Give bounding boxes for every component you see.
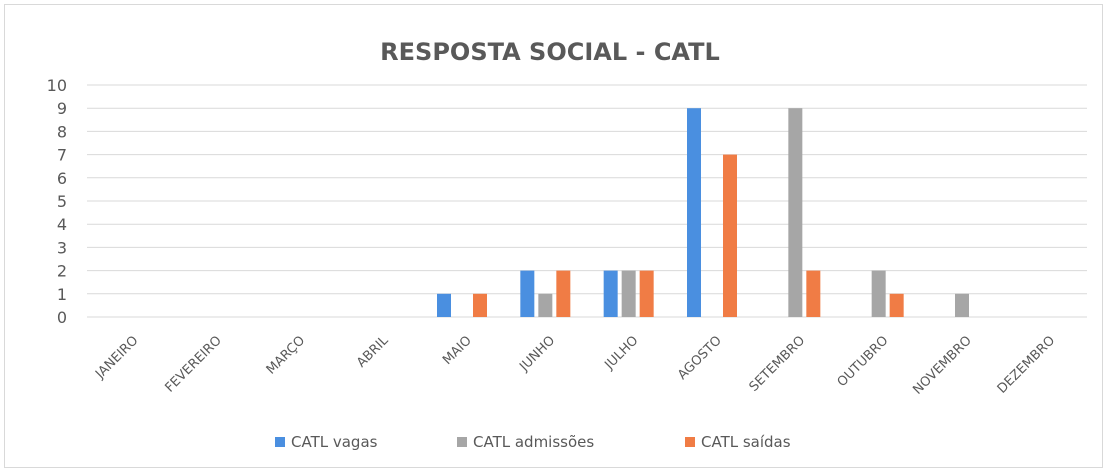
grid-layer bbox=[87, 84, 1087, 318]
legend-label: CATL vagas bbox=[291, 433, 378, 451]
legend-label: CATL saídas bbox=[701, 433, 791, 451]
x-category-label: DEZEMBRO bbox=[995, 333, 1058, 396]
bar-9-2 bbox=[889, 293, 904, 317]
x-category-label: JULHO bbox=[601, 333, 641, 373]
y-tick-label: 8 bbox=[57, 122, 67, 141]
bar-5-0 bbox=[520, 270, 535, 317]
x-category-label: MARÇO bbox=[264, 333, 308, 377]
y-tick-label: 2 bbox=[57, 262, 67, 281]
bar-8-2 bbox=[806, 270, 821, 317]
x-category-label: FEVEREIRO bbox=[162, 333, 224, 395]
y-axis-ticks: 0 1 2 3 4 5 6 7 8 9 10 bbox=[47, 76, 67, 327]
chart-svg: RESPOSTA SOCIAL - CATL 0 1 2 3 4 5 6 7 8 9 10 JANE… bbox=[47, 38, 1087, 451]
bar-6-2 bbox=[639, 270, 654, 317]
legend-swatch bbox=[275, 437, 285, 447]
bar-5-1 bbox=[538, 293, 553, 317]
x-category-label: NOVEMBRO bbox=[910, 333, 975, 398]
x-category-label: MAIO bbox=[440, 333, 475, 368]
x-category-label: JUNHO bbox=[516, 333, 558, 375]
chart-frame: RESPOSTA SOCIAL - CATL 0 1 2 3 4 5 6 7 8 9 10 JANE… bbox=[4, 4, 1103, 468]
bar-6-1 bbox=[621, 270, 636, 317]
bar-7-0 bbox=[687, 108, 701, 317]
y-tick-label: 6 bbox=[57, 169, 67, 188]
y-tick-label: 3 bbox=[57, 238, 67, 257]
bars bbox=[437, 108, 969, 317]
legend-swatch bbox=[457, 437, 467, 447]
x-axis-categories: JANEIRO FEVEREIRO MARÇO ABRIL MAIO JUNHO JULHO… bbox=[92, 333, 1058, 398]
legend-swatch bbox=[685, 437, 695, 447]
y-tick-label: 9 bbox=[57, 99, 67, 118]
legend-label: CATL admissões bbox=[473, 433, 594, 451]
chart-title: RESPOSTA SOCIAL - CATL bbox=[380, 38, 720, 66]
x-category-label: AGOSTO bbox=[675, 333, 725, 383]
bar-6-0 bbox=[603, 270, 618, 317]
y-tick-label: 1 bbox=[57, 285, 67, 304]
y-tick-label: 7 bbox=[57, 146, 67, 165]
bar-4-2 bbox=[473, 293, 487, 317]
x-category-label: JANEIRO bbox=[92, 333, 141, 382]
bar-4-0 bbox=[437, 293, 451, 317]
bar-5-2 bbox=[556, 270, 571, 317]
bar-8-1 bbox=[788, 108, 803, 317]
y-tick-label: 5 bbox=[57, 192, 67, 211]
y-tick-label: 10 bbox=[47, 76, 67, 95]
bar-9-1 bbox=[871, 270, 886, 317]
y-tick-label: 0 bbox=[57, 308, 67, 327]
x-category-label: OUTUBRO bbox=[835, 333, 892, 390]
bar-10-1 bbox=[955, 293, 969, 317]
y-tick-label: 4 bbox=[57, 215, 67, 234]
x-category-label: ABRIL bbox=[354, 333, 392, 371]
bar-7-2 bbox=[723, 154, 737, 317]
x-category-label: SETEMBRO bbox=[747, 333, 809, 395]
legend: CATL vagas CATL admissões CATL saídas bbox=[275, 433, 791, 451]
